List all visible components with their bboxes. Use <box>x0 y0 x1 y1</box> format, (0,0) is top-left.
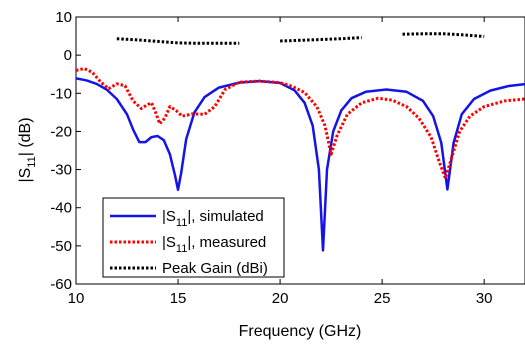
y-tick-label: -60 <box>50 276 72 293</box>
series-line-2 <box>402 32 485 38</box>
legend-label-0: |S11|, simulated <box>162 208 264 229</box>
series-line-2 <box>280 36 362 43</box>
y-tick-label: -30 <box>50 162 72 179</box>
ticks: 10 15 20 25 30 10 0 -10 -20 -30 -40 -50 -60 <box>50 9 492 307</box>
legend-label-2: Peak Gain (dBi) <box>162 260 268 277</box>
series-line-1 <box>76 67 525 180</box>
x-tick-label: 10 <box>68 290 85 307</box>
legend-label-1: |S11|, measured <box>162 234 266 255</box>
x-tick-label: 25 <box>374 290 391 307</box>
y-axis-label: |S11| (dB) <box>17 117 38 182</box>
x-tick-label: 15 <box>170 290 187 307</box>
x-tick-label: 30 <box>476 290 493 307</box>
series-line-0 <box>76 77 525 252</box>
y-tick-label: 10 <box>55 9 72 26</box>
y-tick-label: -20 <box>50 123 72 140</box>
legend: |S11|, simulated |S11|, measured Peak Gain… <box>102 197 285 278</box>
legend-box <box>102 197 285 278</box>
y-tick-label: -10 <box>50 85 72 102</box>
y-tick-label: -40 <box>50 200 72 217</box>
series-layer <box>76 32 525 252</box>
series-line-2 <box>116 37 240 45</box>
y-tick-label: 0 <box>64 47 72 64</box>
x-axis-label: Frequency (GHz) <box>239 323 362 340</box>
x-tick-label: 20 <box>272 290 289 307</box>
y-tick-label: -50 <box>50 238 72 255</box>
